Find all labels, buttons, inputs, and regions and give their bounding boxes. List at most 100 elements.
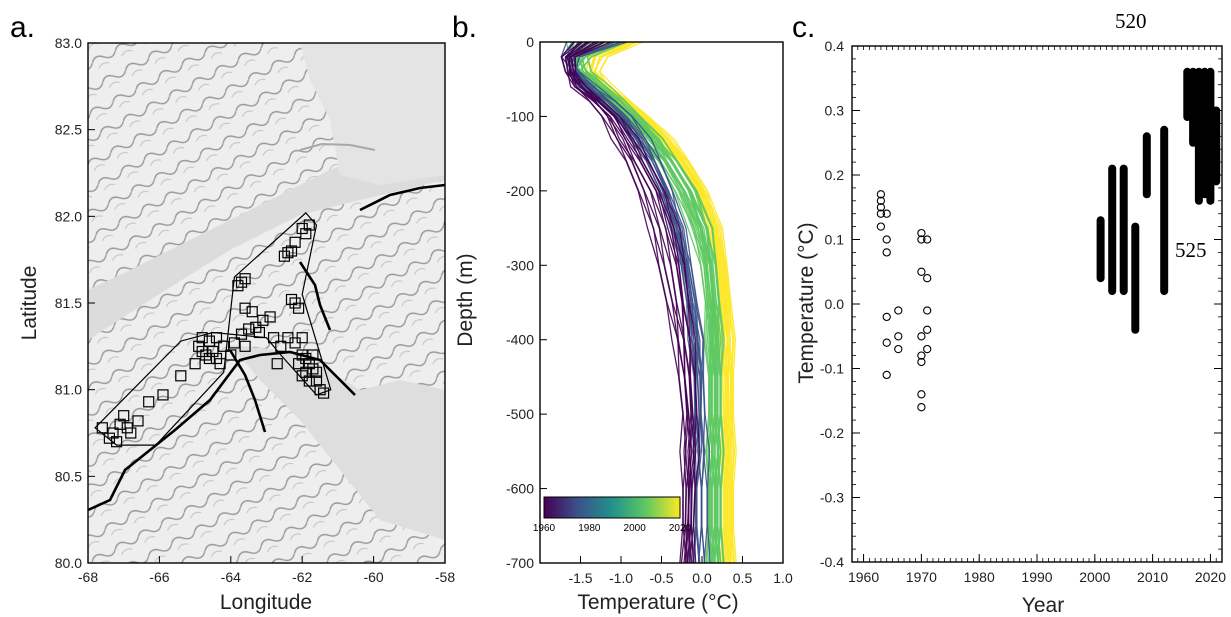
colorbar-tick-label: 2000	[624, 523, 647, 534]
x-tick-label-a: -60	[363, 569, 383, 585]
profile-line	[578, 42, 719, 563]
y-tick-label-c: 0.4	[825, 38, 845, 54]
y-tick-label-c: -0.3	[820, 490, 844, 506]
profile-line	[574, 42, 704, 563]
timeseries-axis-ticks: 1960 1970 1980 1990 2000 2010 2020 0.4 0.3 0.2 0.1…	[820, 38, 1226, 585]
annotation-520: 520	[1115, 9, 1147, 33]
station-marker	[264, 311, 276, 323]
profile-line	[586, 42, 724, 563]
y-tick-label-c: -0.4	[820, 554, 844, 570]
temperature-point	[876, 222, 886, 231]
panel-label-a: a.	[10, 11, 35, 44]
station-marker	[243, 323, 255, 335]
temperature-point	[917, 357, 926, 367]
station-marker	[132, 415, 144, 427]
station-marker	[196, 345, 208, 358]
x-tick-label-c: 1980	[964, 569, 995, 585]
y-tick-label-a: 83.0	[55, 35, 82, 51]
station-marker	[239, 273, 251, 285]
station-marker	[103, 432, 116, 444]
temperature-point	[917, 403, 926, 412]
x-axis-label-a: Longitude	[220, 591, 312, 614]
station-marker	[296, 332, 308, 344]
x-tick-label-c: 2010	[1137, 569, 1168, 585]
temperature-point	[917, 228, 926, 238]
profile-panel: -1.5 -1.0 -0.5 0.0 0.5 1.0 0 -100 -200 -300 -400 -5…	[454, 34, 793, 614]
x-tick-label-a: -66	[149, 569, 169, 585]
station-marker	[218, 340, 230, 352]
x-tick-label-c: 2000	[1079, 569, 1110, 585]
y-tick-label-b: -200	[506, 183, 534, 199]
temperature-point	[876, 209, 886, 218]
x-axis-label-b: Temperature (°C)	[577, 591, 738, 614]
y-axis-label-b: Depth (m)	[454, 253, 477, 346]
station-marker	[125, 427, 137, 439]
station-marker	[189, 358, 201, 370]
map-sea-channel	[88, 130, 445, 340]
x-tick-label-a: -64	[221, 569, 241, 585]
temperature-point	[917, 235, 926, 244]
study-area-outline	[94, 212, 332, 446]
profile-line	[573, 42, 706, 563]
station-marker	[285, 245, 298, 257]
station-marker	[275, 340, 287, 352]
colorbar-gradient	[543, 496, 681, 519]
temperature-point	[882, 370, 891, 380]
temperature-point	[882, 235, 891, 244]
profile-axis-ticks: -1.5 -1.0 -0.5 0.0 0.5 1.0 0 -100 -200 -300 -400 -5…	[506, 34, 793, 586]
map-sea-north	[300, 43, 445, 185]
y-tick-label-b: 0	[526, 34, 534, 50]
temperature-point	[882, 248, 891, 257]
temperature-point	[923, 344, 932, 354]
map-axis-ticks: -68 -66 -64 -62 -60 -58 80.0 80.5 81.0 81.5 82.0 82…	[55, 35, 456, 585]
temperature-profiles	[560, 42, 737, 563]
station-marker	[293, 358, 305, 370]
x-tick-label-c: 1970	[906, 569, 937, 585]
y-tick-label-c: 0.0	[825, 296, 845, 312]
x-tick-label-a: -62	[292, 569, 312, 585]
x-tick-label-c: 1960	[848, 569, 879, 585]
colorbar-tick-label: 2020	[669, 523, 692, 534]
y-tick-label-b: -500	[506, 406, 534, 422]
station-marker	[228, 337, 240, 349]
station-marker	[296, 222, 308, 235]
station-marker	[314, 384, 326, 396]
station-marker	[293, 302, 305, 314]
temperature-point	[917, 390, 926, 399]
station-marker	[257, 314, 269, 326]
temperature-point	[894, 332, 903, 341]
station-marker	[282, 247, 294, 259]
profile-line	[570, 42, 690, 563]
temperature-point	[923, 274, 932, 283]
temperature-point	[876, 203, 886, 212]
station-marker	[196, 332, 208, 344]
colorbar-ticks: 1960 1980 2000 2020	[533, 523, 692, 534]
temperature-point	[923, 306, 932, 315]
x-tick-label-b: 1.0	[773, 570, 793, 586]
x-tick-label-b: -1.5	[568, 570, 592, 586]
y-tick-label-b: -300	[506, 257, 534, 273]
x-tick-label-a: -58	[435, 569, 455, 585]
map-ice-edge	[299, 142, 376, 151]
timeseries-panel: 1960 1970 1980 1990 2000 2010 2020 0.4 0.3 0.2 0.1…	[795, 9, 1226, 617]
station-marker	[239, 340, 251, 352]
colorbar-tick-label: 1980	[578, 523, 601, 534]
station-marker	[96, 422, 108, 434]
annotation-525: 525	[1175, 238, 1207, 262]
profile-line	[598, 42, 734, 563]
profile-line	[598, 42, 737, 563]
station-marker	[246, 306, 258, 318]
station-marker	[253, 326, 265, 339]
station-marker	[143, 396, 155, 408]
timeseries-frame	[851, 45, 1223, 563]
temperature-point	[917, 332, 926, 341]
panel-label-b: b.	[452, 11, 477, 44]
station-marker	[214, 358, 226, 370]
profile-frame	[539, 41, 784, 564]
map-panel: -68 -66 -64 -62 -60 -58 80.0 80.5 81.0 81.5 82.0 82…	[18, 35, 455, 614]
station-markers	[96, 219, 330, 448]
station-marker	[175, 370, 187, 382]
station-marker	[114, 418, 126, 430]
y-tick-label-c: -0.2	[820, 425, 844, 441]
